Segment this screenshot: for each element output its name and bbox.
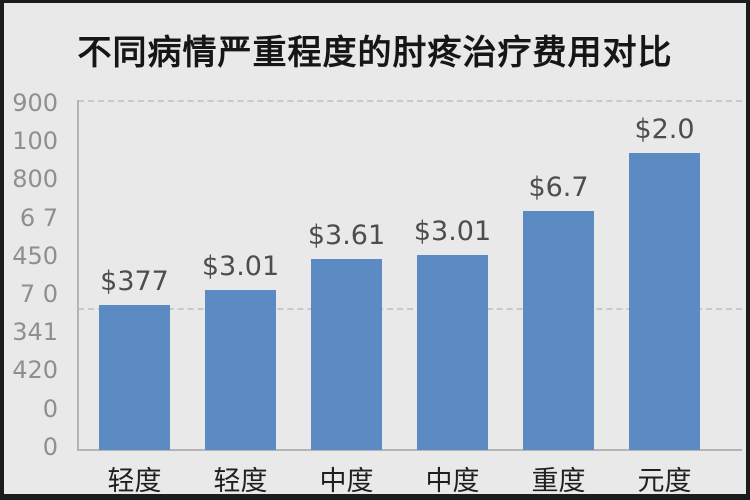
- bar-value-label: $2.0: [634, 114, 695, 145]
- y-axis-tick-label: 100: [12, 127, 58, 156]
- bar-轻度: [99, 305, 170, 450]
- y-axis-tick-label: 800: [12, 165, 58, 194]
- bar-元度: [629, 153, 700, 450]
- y-axis-tick-label: 6 7: [19, 203, 58, 232]
- x-axis-category-label: 元度: [637, 466, 692, 497]
- gridline: [78, 308, 742, 310]
- bar-重度: [523, 211, 594, 450]
- y-axis-tick-label: 900: [12, 89, 58, 117]
- y-axis-tick-label: 7 0: [19, 280, 58, 308]
- chart-title: 不同病情严重程度的肘疼治疗费用对比: [77, 33, 673, 73]
- bar-中度: [417, 255, 488, 450]
- bar-中度: [311, 259, 382, 450]
- bar-value-label: $377: [100, 266, 169, 297]
- y-axis-tick-label: 420: [12, 356, 58, 385]
- bar-value-label: $6.7: [528, 172, 589, 203]
- y-axis-line: [77, 100, 79, 450]
- bar-value-label: $3.01: [201, 251, 280, 282]
- x-axis-category-label: 重度: [531, 466, 586, 497]
- x-axis-category-label: 中度: [425, 466, 480, 497]
- bar-value-label: $3.01: [413, 216, 492, 247]
- x-axis-category-label: 轻度: [213, 466, 268, 497]
- bar-轻度: [205, 290, 276, 450]
- x-axis-category-label: 轻度: [107, 466, 162, 497]
- y-axis-tick-label: 0: [42, 432, 58, 461]
- y-axis-tick-label: 450: [12, 241, 58, 270]
- x-axis-category-label: 中度: [319, 466, 374, 497]
- bar-value-label: $3.61: [307, 220, 386, 251]
- x-axis-line: [77, 449, 742, 451]
- y-axis-tick-label: 0: [42, 394, 58, 423]
- y-axis-tick-label: 341: [12, 318, 58, 347]
- gridline: [78, 100, 742, 102]
